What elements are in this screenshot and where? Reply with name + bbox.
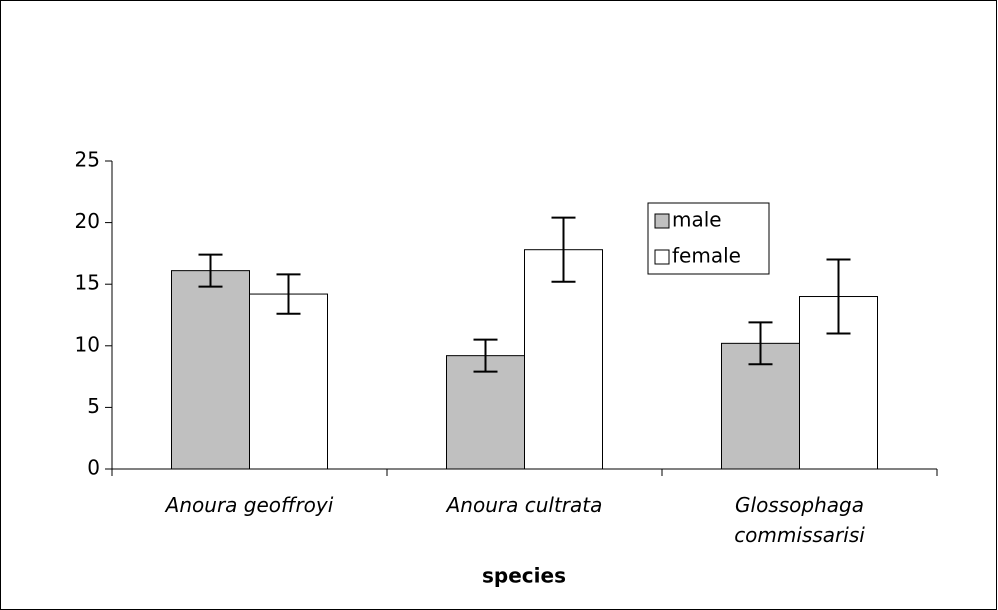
x-tick-label: Glossophaga commissarisi (734, 493, 865, 547)
legend-swatch (654, 249, 670, 265)
bar (171, 270, 250, 470)
legend-swatch (654, 213, 670, 229)
y-tick-label: 25 (75, 148, 100, 172)
y-tick-label: 15 (75, 271, 100, 295)
error-bar (748, 321, 773, 366)
y-tick-label: 0 (87, 456, 100, 480)
x-axis-label: species (482, 564, 566, 588)
error-bar (551, 216, 576, 283)
bar (524, 249, 603, 470)
y-tick-label: 20 (75, 209, 100, 233)
x-tick-label: Anoura cultrata (446, 493, 603, 517)
error-bar (198, 253, 223, 288)
legend-label: male (672, 208, 722, 232)
error-bar (276, 273, 301, 315)
error-bar (826, 258, 851, 335)
y-tick-label: 10 (75, 332, 100, 356)
y-tick-label: 5 (87, 394, 100, 418)
x-tick-label: Anoura geoffroyi (165, 493, 334, 517)
bar (446, 355, 525, 470)
legend-label: female (672, 244, 741, 268)
bar (249, 293, 328, 470)
error-bar (473, 338, 498, 373)
